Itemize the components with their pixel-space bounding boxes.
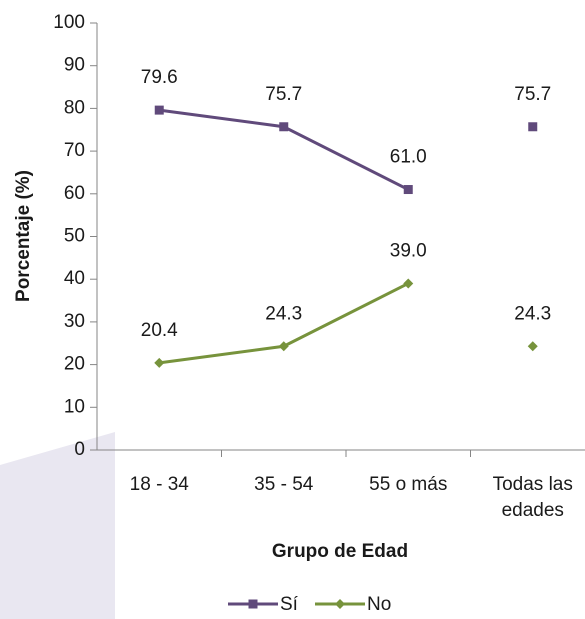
legend-label: No <box>367 594 391 615</box>
y-tick-label: 0 <box>74 439 85 460</box>
data-point <box>403 278 414 289</box>
data-point <box>154 105 164 115</box>
data-point <box>527 341 538 352</box>
data-label: 79.6 <box>141 67 178 88</box>
legend-marker <box>248 599 258 609</box>
data-point <box>278 341 289 352</box>
y-tick-label: 10 <box>64 396 85 417</box>
y-tick-label: 100 <box>53 12 85 33</box>
y-tick-label: 90 <box>64 55 85 76</box>
x-axis-title: Grupo de Edad <box>272 541 408 562</box>
data-label: 75.7 <box>265 84 302 105</box>
y-tick-label: 30 <box>64 311 85 332</box>
data-label: 61.0 <box>390 147 427 168</box>
y-tick-label: 50 <box>64 226 85 247</box>
x-tick-label: 18 - 34 <box>129 474 189 495</box>
x-tick-label: 35 - 54 <box>254 474 314 495</box>
data-point <box>528 122 538 132</box>
x-tick-label: Todas las edades <box>492 474 573 521</box>
legend-marker <box>335 599 345 609</box>
data-label: 24.3 <box>265 303 302 324</box>
data-label: 24.3 <box>514 303 551 324</box>
background-shape <box>0 432 115 619</box>
data-label: 39.0 <box>390 240 427 261</box>
y-axis-title: Porcentaje (%) <box>13 170 34 302</box>
y-tick-label: 40 <box>64 268 85 289</box>
data-label: 75.7 <box>514 84 551 105</box>
y-tick-label: 80 <box>64 97 85 118</box>
legend-label: Sí <box>280 594 299 615</box>
data-point <box>279 122 289 132</box>
y-tick-label: 70 <box>64 140 85 161</box>
series-line <box>159 108 409 191</box>
data-label: 20.4 <box>141 320 178 341</box>
data-point <box>403 185 413 195</box>
y-tick-label: 60 <box>64 183 85 204</box>
data-point <box>154 357 165 368</box>
y-tick-label: 20 <box>64 354 85 375</box>
x-tick-label: 55 o más <box>369 474 448 495</box>
